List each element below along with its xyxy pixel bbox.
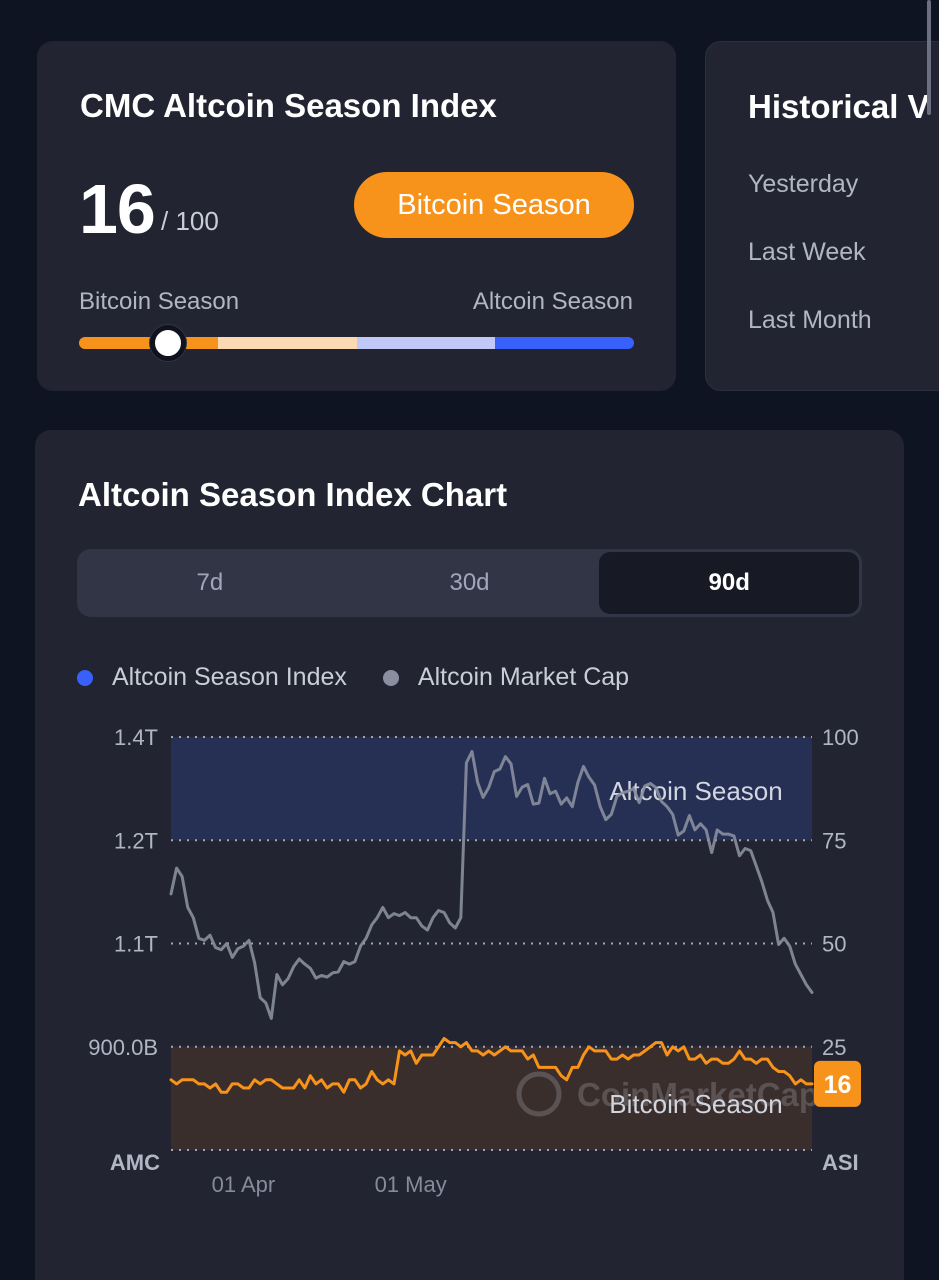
tab-7d[interactable]: 7d [196,569,224,596]
season-scale-bar [79,337,634,349]
scale-indicator-knob [149,325,186,361]
tab-90d[interactable]: 90d [599,552,860,614]
historical-values-card: Historical V Yesterday Last Week Last Mo… [705,41,939,391]
scale-segment-altcoin [495,337,634,349]
season-status-badge: Bitcoin Season [354,172,634,238]
chart-card-title: Altcoin Season Index Chart [78,476,508,513]
legend-item-market-cap[interactable]: Altcoin Market Cap [382,663,630,692]
index-chart-card: Altcoin Season Index Chart 7d 30d 90d Al… [35,430,904,1280]
chart-legend: Altcoin Season Index Altcoin Market Cap [77,663,665,692]
time-range-tabs: 7d 30d 90d [77,549,862,617]
scale-left-label: Bitcoin Season [79,288,240,315]
legend-dot-market-cap [382,669,399,686]
index-card-title: CMC Altcoin Season Index [80,87,497,124]
altcoin-season-index-card: CMC Altcoin Season Index 16 / 100 Bitcoi… [37,41,676,391]
historical-row-last-month: Last Month [748,306,872,334]
index-score-max: / 100 [161,206,219,236]
legend-item-index[interactable]: Altcoin Season Index [77,663,347,692]
tab-30d[interactable]: 30d [449,569,490,596]
scrollbar[interactable] [927,0,931,115]
scale-right-label: Altcoin Season [472,288,633,315]
index-score: 16 [79,170,156,248]
scale-segment-bitcoin-light [217,337,357,349]
legend-label-index: Altcoin Season Index [112,663,347,691]
scale-segment-bitcoin [79,337,218,349]
legend-dot-index [77,669,93,686]
scale-segment-altcoin-light [356,337,496,349]
historical-row-last-week: Last Week [748,238,866,266]
legend-label-market-cap: Altcoin Market Cap [417,663,630,691]
historical-row-yesterday: Yesterday [748,170,859,198]
historical-card-title: Historical V [748,88,930,125]
